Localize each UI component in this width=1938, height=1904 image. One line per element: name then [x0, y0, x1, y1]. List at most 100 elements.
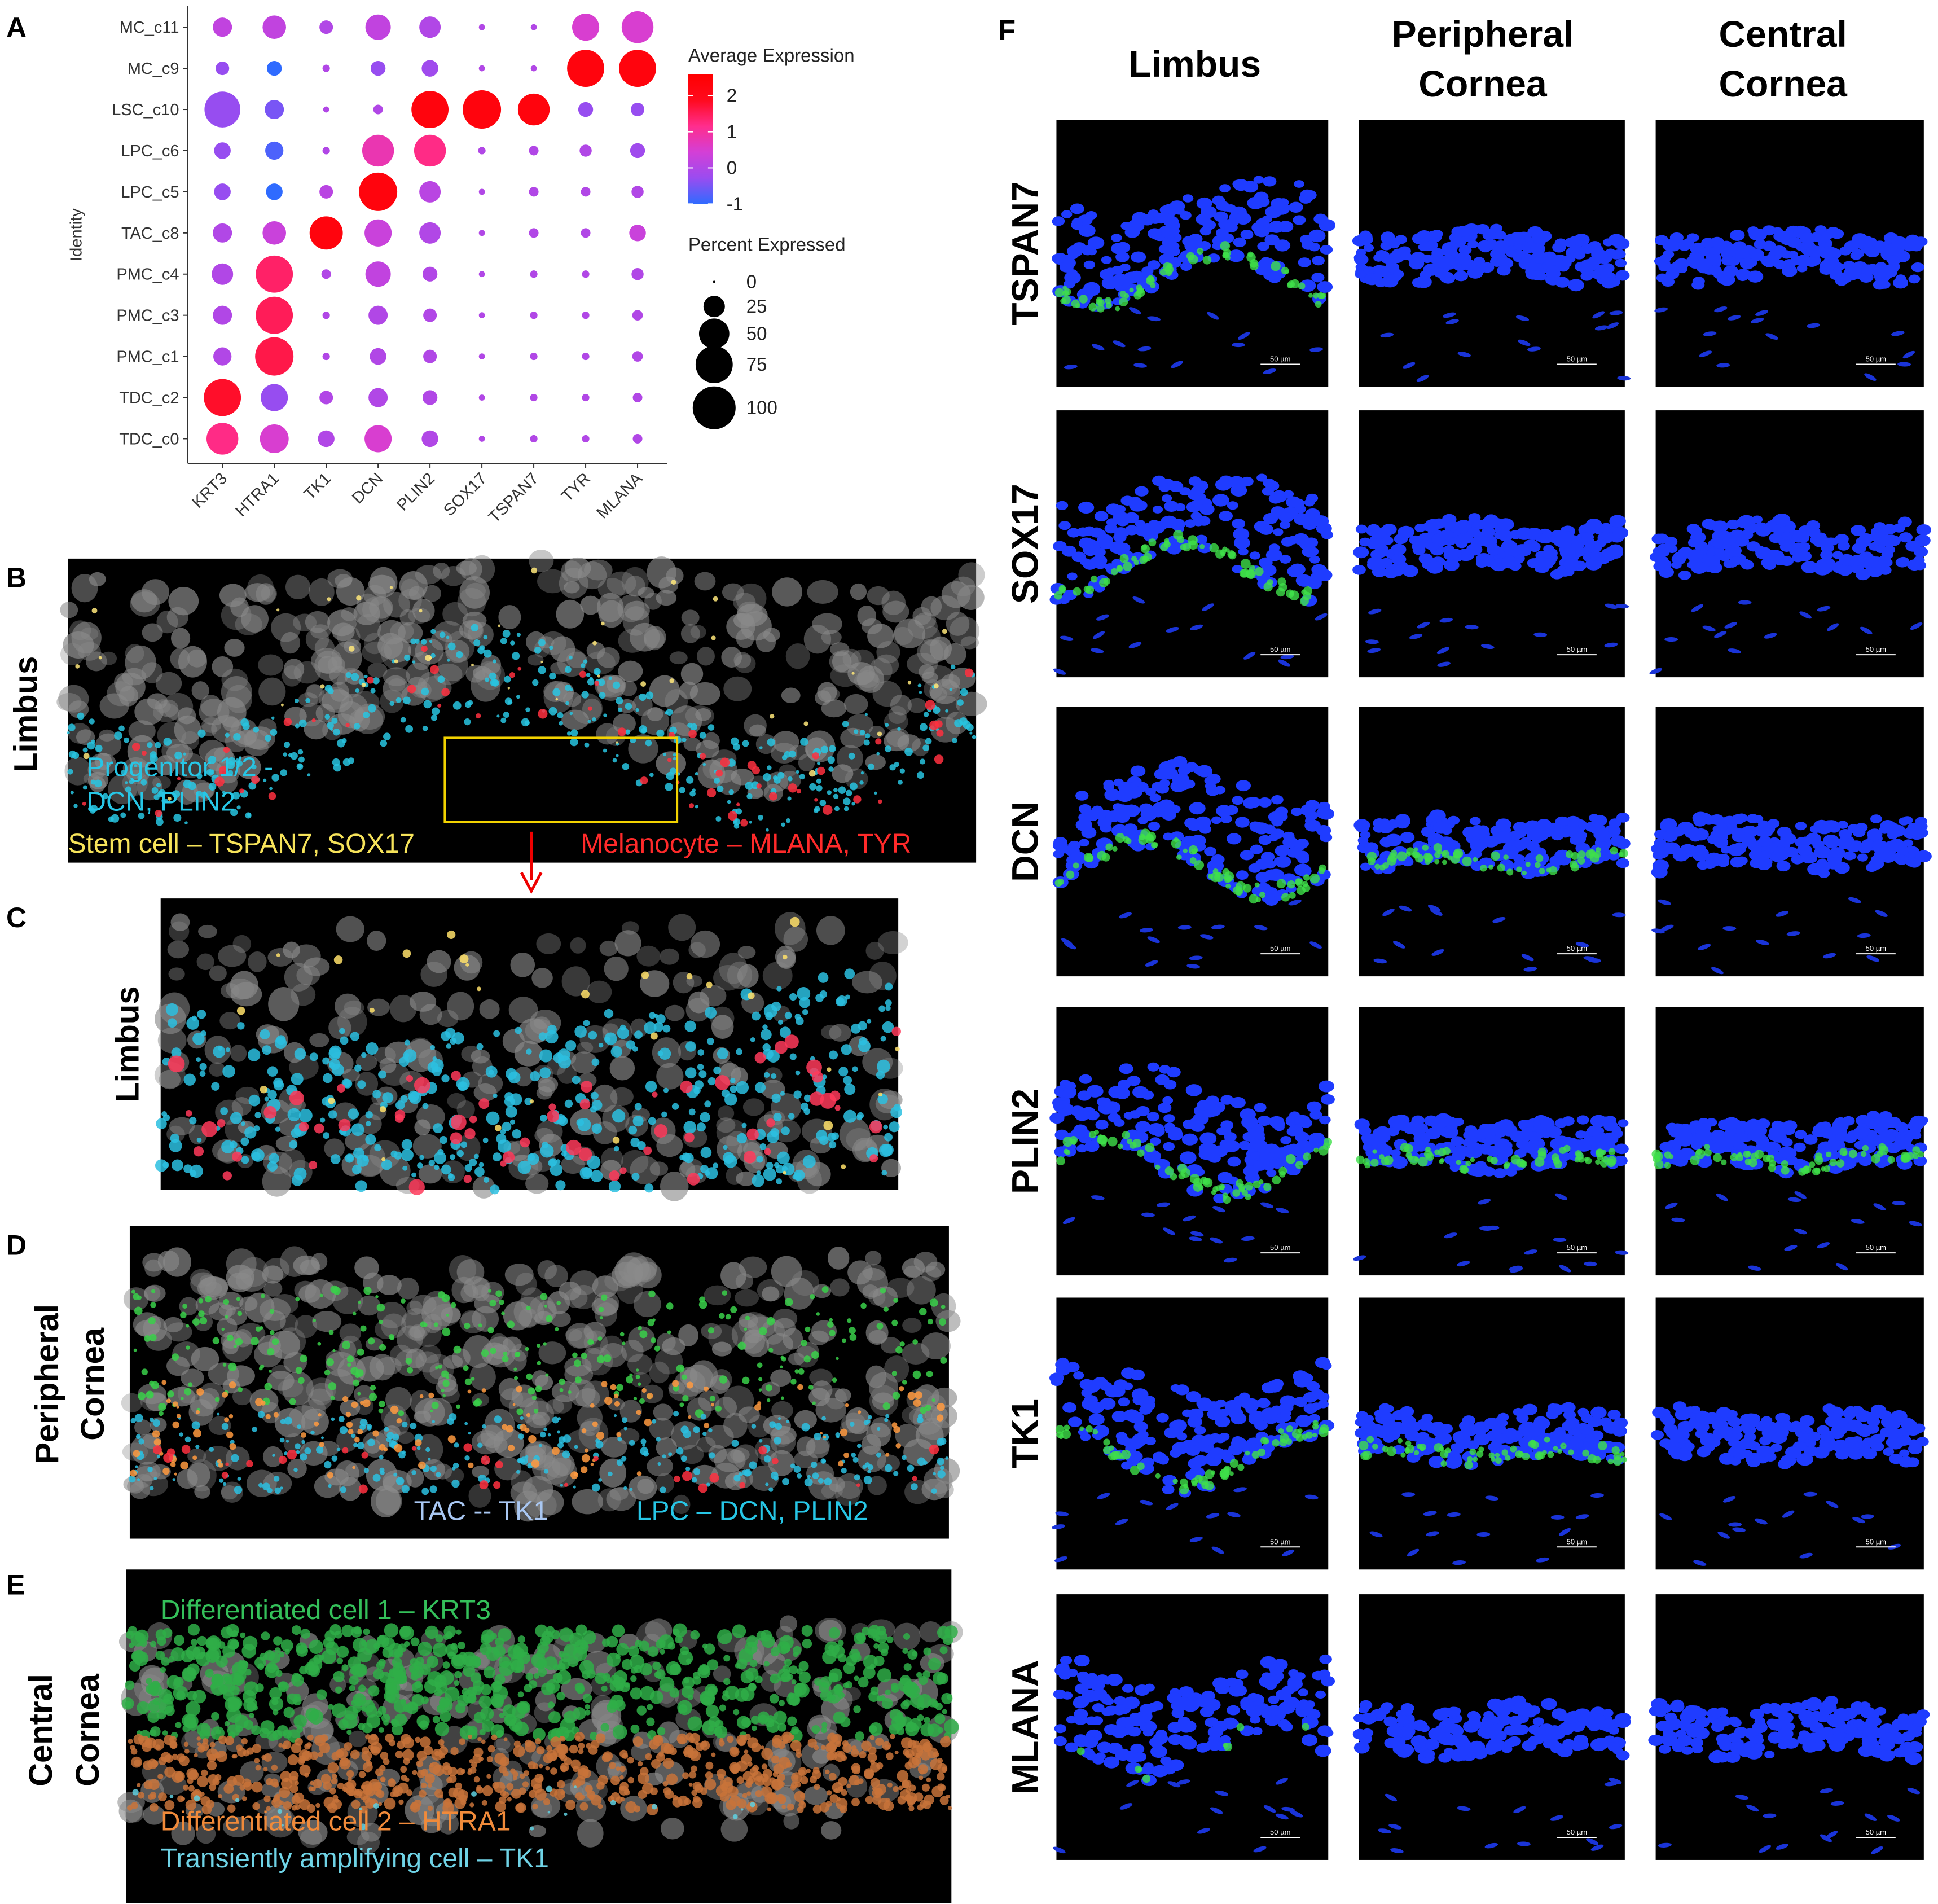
probe-speck: [639, 1398, 645, 1404]
nucleus: [536, 933, 561, 954]
probe-speck: [420, 1394, 424, 1398]
probe-speck: [800, 1776, 808, 1784]
probe-speck: [223, 1784, 234, 1794]
probe-speck: [552, 1447, 560, 1455]
probe-speck: [562, 1450, 570, 1458]
probe-speck: [428, 1393, 434, 1398]
probe-speck: [339, 1028, 345, 1034]
probe-speck: [358, 1684, 366, 1692]
probe-speck: [829, 1695, 836, 1701]
probe-speck: [294, 1793, 305, 1804]
probe-speck: [525, 1455, 529, 1459]
nucleus: [311, 1253, 327, 1270]
probe-speck: [692, 1676, 701, 1685]
probe-speck: [493, 1030, 500, 1037]
probe-speck: [474, 1167, 485, 1177]
probe-speck: [83, 747, 88, 752]
probe-speck: [895, 1047, 899, 1051]
probe-speck: [798, 1368, 805, 1375]
nucleus: [344, 1001, 364, 1015]
probe-speck: [765, 1012, 773, 1020]
marker-signal: [1250, 259, 1259, 268]
probe-speck: [504, 1737, 508, 1741]
probe-speck: [263, 1796, 270, 1802]
marker-signal: [1290, 279, 1299, 288]
probe-speck: [643, 1451, 649, 1456]
probe-speck: [351, 1123, 364, 1136]
probe-speck: [818, 972, 829, 983]
probe-speck: [462, 1652, 477, 1666]
probe-speck: [402, 1166, 407, 1171]
probe-speck: [249, 1713, 254, 1718]
probe-speck: [565, 1800, 575, 1810]
probe-speck: [656, 1639, 665, 1649]
probe-speck: [744, 1327, 747, 1331]
probe-speck: [761, 1630, 772, 1641]
probe-speck: [847, 1318, 851, 1323]
probe-speck: [370, 688, 375, 693]
probe-speck: [638, 1773, 649, 1784]
probe-speck: [429, 1762, 441, 1774]
probe-speck: [928, 1658, 941, 1670]
probe-speck: [931, 1398, 935, 1402]
probe-speck: [656, 1669, 666, 1679]
nucleus: [538, 1341, 566, 1364]
probe-speck: [435, 1634, 443, 1642]
probe-speck: [878, 1642, 889, 1653]
probe-speck: [427, 1671, 442, 1686]
probe-speck: [151, 1289, 155, 1293]
probe-speck: [130, 1470, 137, 1477]
probe-speck: [227, 1335, 234, 1341]
probe-speck: [912, 1476, 917, 1481]
probe-speck: [362, 1747, 369, 1754]
probe-speck: [143, 1760, 152, 1770]
probe-speck: [915, 1391, 922, 1399]
probe-speck: [879, 1144, 892, 1157]
probe-speck: [218, 1794, 222, 1798]
probe-speck: [194, 1753, 198, 1757]
probe-speck: [396, 1477, 405, 1485]
probe-speck: [389, 1334, 394, 1340]
probe-speck: [309, 1161, 317, 1169]
probe-speck: [586, 1669, 596, 1679]
probe-speck: [626, 1376, 633, 1384]
probe-speck: [360, 1419, 368, 1427]
probe-speck: [750, 1660, 758, 1668]
probe-speck: [168, 1018, 177, 1028]
probe-speck: [526, 1374, 532, 1380]
probe-speck: [520, 1774, 525, 1779]
probe-speck: [419, 1155, 424, 1160]
probe-speck: [219, 1479, 223, 1483]
probe-speck: [272, 1338, 279, 1345]
probe-speck: [957, 699, 964, 706]
probe-speck: [581, 1466, 587, 1473]
nucleus: [1115, 252, 1130, 262]
probe-speck: [407, 685, 416, 693]
probe-speck: [909, 1718, 922, 1731]
probe-speck: [443, 1661, 450, 1669]
probe-speck: [652, 1662, 661, 1670]
probe-speck: [515, 1352, 520, 1357]
probe-speck: [642, 1388, 647, 1393]
probe-speck: [656, 730, 664, 738]
probe-speck: [237, 805, 241, 809]
probe-speck: [332, 1774, 337, 1779]
probe-speck: [516, 1470, 520, 1474]
probe-speck: [722, 1290, 727, 1295]
probe-speck: [542, 1631, 554, 1643]
nucleus: [509, 997, 538, 1023]
marker-signal: [1133, 292, 1141, 300]
probe-speck: [680, 1367, 684, 1371]
probe-speck: [211, 1712, 219, 1721]
probe-speck: [433, 1123, 443, 1133]
probe-speck: [208, 1774, 218, 1785]
probe-speck: [430, 1410, 433, 1412]
probe-speck: [225, 1697, 240, 1712]
nucleus: [854, 672, 880, 691]
probe-speck: [609, 1762, 616, 1769]
probe-speck: [197, 1776, 208, 1787]
probe-speck: [482, 1424, 486, 1429]
probe-speck: [700, 732, 706, 739]
nucleus: [797, 1436, 816, 1456]
probe-speck: [295, 1738, 303, 1745]
